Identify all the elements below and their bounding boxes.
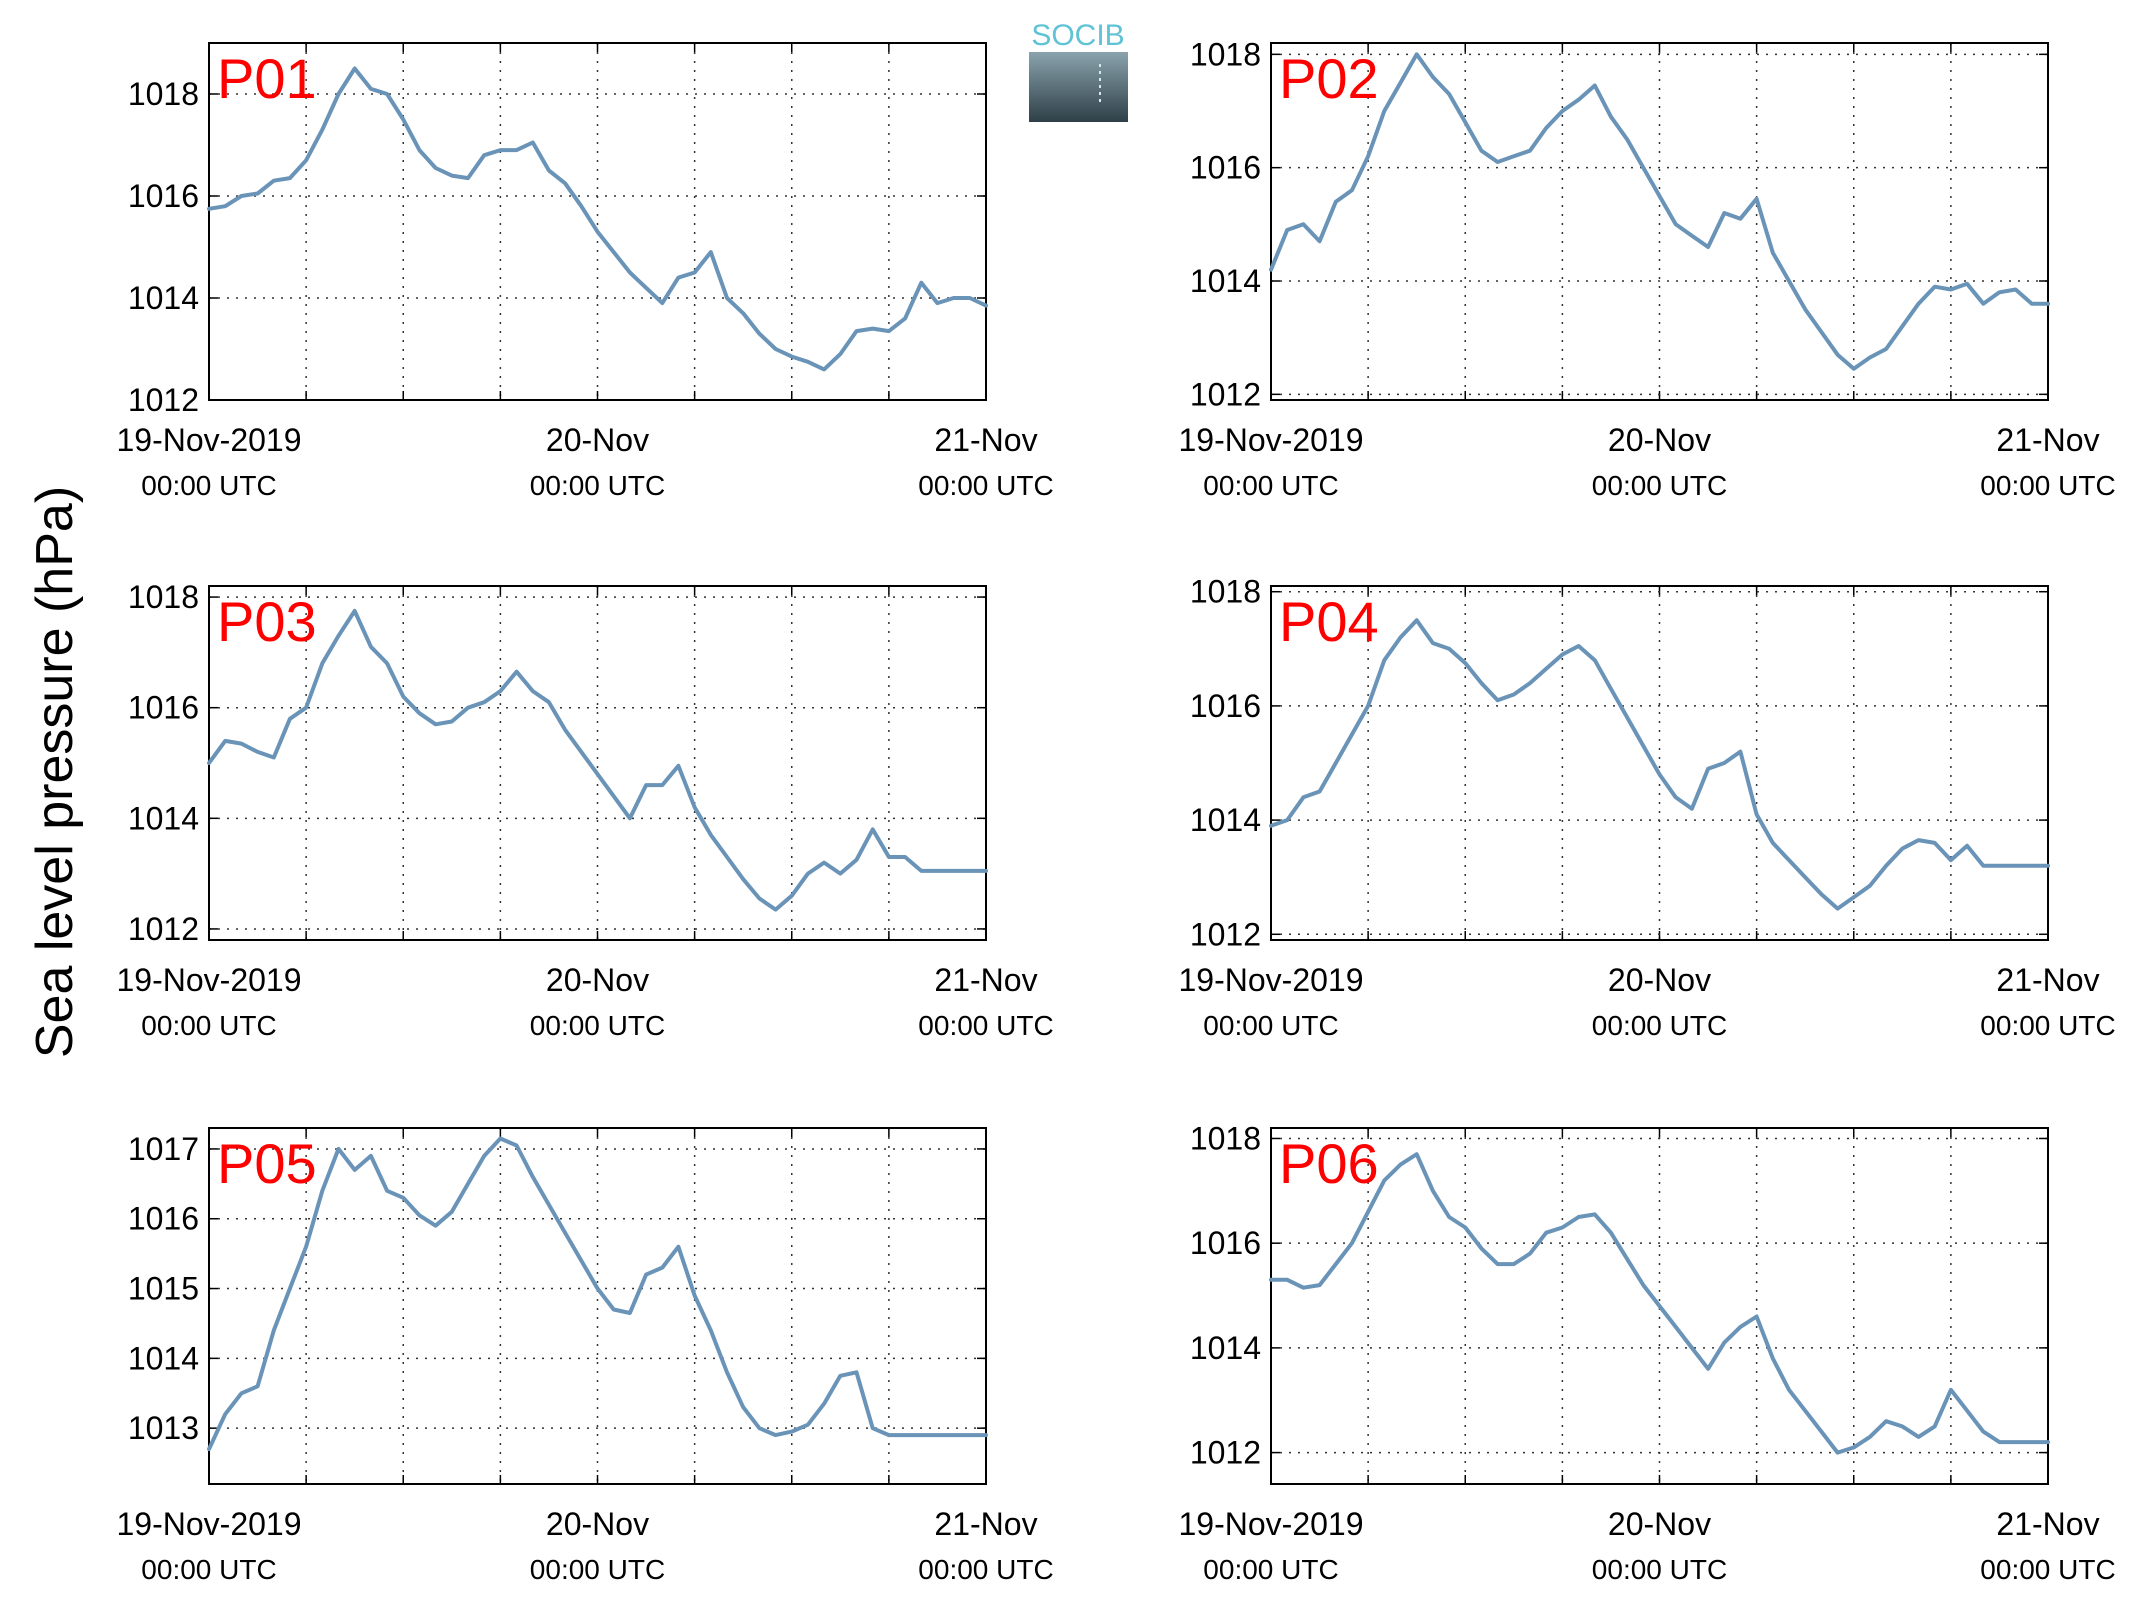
x-tick-sublabel: 00:00 UTC (1203, 470, 1338, 501)
pressure-line-P06 (1269, 1152, 2050, 1455)
panel-label-P06: P06 (1279, 1132, 1379, 1195)
y-tick-label: 1016 (1190, 150, 1261, 186)
chart-panel-3: 1012 1014 1016 1018 19-Nov-2019 00:00 UTC 20-N… (117, 579, 1054, 1041)
x-tick-sublabel: 00:00 UTC (918, 1554, 1053, 1585)
panel-label-P04: P04 (1279, 590, 1379, 653)
y-tick-label: 1018 (1190, 36, 1261, 72)
chart-panel-5: 1013 1014 1015 1016 1017 19-Nov-2019 00:00 UTC… (117, 1127, 1054, 1585)
y-tick-label: 1012 (128, 382, 199, 418)
y-tick-label: 1016 (128, 1201, 199, 1237)
y-tick-label: 1013 (128, 1410, 199, 1446)
socib-logo-text: SOCIB (1031, 19, 1124, 52)
y-tick-label: 1016 (1190, 688, 1261, 724)
x-tick-sublabel: 00:00 UTC (530, 1010, 665, 1041)
axes-frame (1270, 42, 2049, 401)
x-tick-sublabel: 00:00 UTC (1980, 1010, 2115, 1041)
x-tick-label: 21-Nov (934, 962, 1037, 998)
y-tick-label: 1012 (1190, 1435, 1261, 1471)
chart-panel-1: 1012 1014 1016 1018 19-Nov-2019 00:00 UTC 20-N… (117, 42, 1054, 501)
x-tick-sublabel: 00:00 UTC (1203, 1554, 1338, 1585)
x-tick-label: 19-Nov-2019 (1179, 1506, 1364, 1542)
axes-frame (1270, 585, 2049, 941)
x-tick-sublabel: 00:00 UTC (141, 1010, 276, 1041)
panel-label-P02: P02 (1279, 47, 1379, 110)
x-tick-sublabel: 00:00 UTC (1592, 470, 1727, 501)
y-tick-label: 1012 (128, 911, 199, 947)
x-tick-sublabel: 00:00 UTC (918, 470, 1053, 501)
panel-label-P05: P05 (217, 1132, 317, 1195)
y-tick-label: 1012 (1190, 916, 1261, 952)
x-tick-sublabel: 00:00 UTC (1980, 470, 2115, 501)
axes-frame (208, 1127, 987, 1485)
x-tick-label: 21-Nov (934, 422, 1037, 458)
y-tick-label: 1014 (128, 280, 199, 316)
x-tick-label: 20-Nov (546, 962, 649, 998)
axes-frame (208, 42, 987, 401)
x-tick-label: 19-Nov-2019 (117, 422, 302, 458)
x-tick-label: 20-Nov (1608, 422, 1711, 458)
x-tick-sublabel: 00:00 UTC (530, 470, 665, 501)
pressure-line-P04 (1269, 618, 2050, 911)
y-tick-label: 1016 (1190, 1225, 1261, 1261)
y-tick-label: 1014 (128, 800, 199, 836)
y-tick-label: 1014 (1190, 263, 1261, 299)
x-tick-label: 20-Nov (1608, 1506, 1711, 1542)
chart-panel-6: 1012 1014 1016 1018 19-Nov-2019 00:00 UTC 20-N… (1179, 1120, 2116, 1585)
x-tick-sublabel: 00:00 UTC (141, 1554, 276, 1585)
x-tick-sublabel: 00:00 UTC (1592, 1554, 1727, 1585)
socib-logo-block (1029, 52, 1128, 122)
y-tick-label: 1018 (128, 76, 199, 112)
x-tick-sublabel: 00:00 UTC (530, 1554, 665, 1585)
panel-label-P03: P03 (217, 590, 317, 653)
y-tick-label: 1018 (1190, 574, 1261, 610)
pressure-line-P03 (207, 608, 988, 912)
x-tick-sublabel: 00:00 UTC (1203, 1010, 1338, 1041)
y-tick-label: 1016 (128, 178, 199, 214)
x-tick-label: 20-Nov (1608, 962, 1711, 998)
panels: 1012 1014 1016 1018 19-Nov-2019 00:00 UTC 20-N… (117, 36, 2116, 1585)
x-tick-label: 21-Nov (1996, 422, 2099, 458)
x-tick-label: 21-Nov (1996, 1506, 2099, 1542)
x-tick-label: 21-Nov (934, 1506, 1037, 1542)
pressure-line-P05 (207, 1136, 988, 1452)
axes-frame (208, 585, 987, 941)
y-axis-label: Sea level pressure (hPa) (26, 486, 84, 1058)
x-tick-label: 20-Nov (546, 1506, 649, 1542)
y-tick-label: 1014 (128, 1340, 199, 1376)
y-tick-label: 1014 (1190, 802, 1261, 838)
y-tick-label: 1017 (128, 1131, 199, 1167)
x-tick-sublabel: 00:00 UTC (141, 470, 276, 501)
y-tick-label: 1014 (1190, 1330, 1261, 1366)
pressure-line-P01 (207, 66, 988, 372)
axes-frame (1270, 1127, 2049, 1485)
y-tick-label: 1016 (128, 690, 199, 726)
pressure-line-P02 (1269, 52, 2050, 371)
x-tick-sublabel: 00:00 UTC (918, 1010, 1053, 1041)
y-tick-label: 1012 (1190, 376, 1261, 412)
x-tick-label: 19-Nov-2019 (1179, 422, 1364, 458)
x-tick-label: 21-Nov (1996, 962, 2099, 998)
x-tick-sublabel: 00:00 UTC (1592, 1010, 1727, 1041)
x-tick-label: 19-Nov-2019 (117, 1506, 302, 1542)
chart-panel-2: 1012 1014 1016 1018 19-Nov-2019 00:00 UTC 20-N… (1179, 36, 2116, 501)
y-tick-label: 1015 (128, 1271, 199, 1307)
x-tick-sublabel: 00:00 UTC (1980, 1554, 2115, 1585)
chart-panel-4: 1012 1014 1016 1018 19-Nov-2019 00:00 UTC 20-N… (1179, 574, 2116, 1041)
y-tick-label: 1018 (1190, 1120, 1261, 1156)
socib-logo: SOCIB (1029, 19, 1128, 122)
x-tick-label: 19-Nov-2019 (117, 962, 302, 998)
x-tick-label: 20-Nov (546, 422, 649, 458)
y-tick-label: 1018 (128, 579, 199, 615)
x-tick-label: 19-Nov-2019 (1179, 962, 1364, 998)
panel-label-P01: P01 (217, 47, 317, 110)
